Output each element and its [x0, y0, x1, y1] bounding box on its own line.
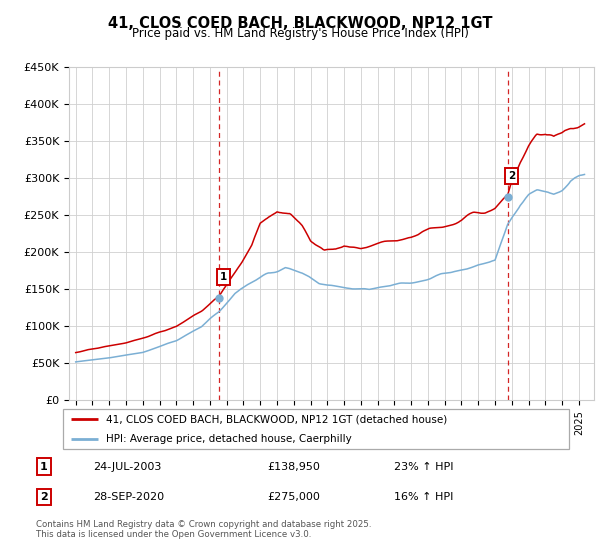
Text: 41, CLOS COED BACH, BLACKWOOD, NP12 1GT (detached house): 41, CLOS COED BACH, BLACKWOOD, NP12 1GT … [106, 414, 448, 424]
Text: 2: 2 [40, 492, 47, 502]
Text: 41, CLOS COED BACH, BLACKWOOD, NP12 1GT: 41, CLOS COED BACH, BLACKWOOD, NP12 1GT [108, 16, 492, 31]
Text: 24-JUL-2003: 24-JUL-2003 [94, 461, 162, 472]
Text: 23% ↑ HPI: 23% ↑ HPI [394, 461, 454, 472]
Text: Price paid vs. HM Land Registry's House Price Index (HPI): Price paid vs. HM Land Registry's House … [131, 27, 469, 40]
FancyBboxPatch shape [62, 409, 569, 449]
Text: 16% ↑ HPI: 16% ↑ HPI [394, 492, 454, 502]
Text: 1: 1 [220, 272, 227, 282]
Text: 2: 2 [508, 171, 515, 181]
Text: £138,950: £138,950 [268, 461, 320, 472]
Text: 28-SEP-2020: 28-SEP-2020 [94, 492, 164, 502]
Text: 1: 1 [40, 461, 47, 472]
Text: £275,000: £275,000 [268, 492, 320, 502]
Text: HPI: Average price, detached house, Caerphilly: HPI: Average price, detached house, Caer… [106, 434, 352, 444]
Text: Contains HM Land Registry data © Crown copyright and database right 2025.
This d: Contains HM Land Registry data © Crown c… [36, 520, 371, 539]
